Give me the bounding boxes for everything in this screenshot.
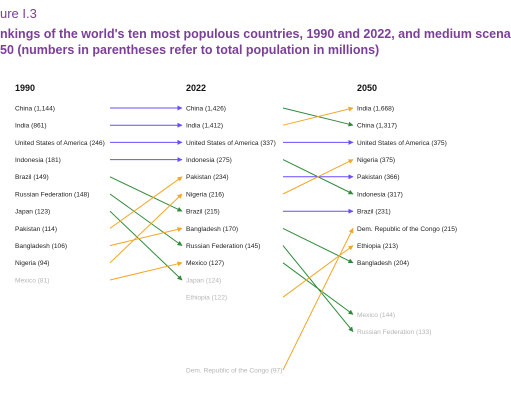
- transition-arrow-down: [282, 227, 354, 264]
- entry-2022-pakistan: Pakistan (234): [186, 174, 229, 181]
- entry-2022-india: India (1,412): [186, 123, 223, 130]
- entry-2050-pakistan: Pakistan (366): [357, 174, 400, 181]
- entry-2022-mexico: Mexico (127): [186, 260, 224, 267]
- transition-arrow-down: [109, 210, 183, 281]
- entry-2050-indonesia: Indonesia (317): [357, 191, 403, 198]
- figure-title: nkings of the world's ten most populous …: [0, 27, 511, 57]
- entry-2022-dem-republic-of-the-congo: Dem. Republic of the Congo (97): [186, 367, 282, 374]
- figure-label: ure I.3: [0, 6, 37, 21]
- entry-2022-brazil: Brazil (215): [186, 209, 220, 216]
- transition-arrow-up: [282, 245, 354, 298]
- entry-2050-russian-federation: Russian Federation (133): [357, 329, 431, 336]
- entry-2050-ethiopia: Ethiopia (213): [357, 243, 398, 250]
- transition-arrow-up: [282, 106, 354, 126]
- transition-arrow-up: [109, 176, 183, 229]
- entry-2050-dem-republic-of-the-congo: Dem. Republic of the Congo (215): [357, 226, 457, 233]
- entry-2022-russian-federation: Russian Federation (145): [186, 243, 260, 250]
- entry-1990-brazil: Brazil (149): [15, 174, 49, 181]
- entry-2050-nigeria: Nigeria (375): [357, 157, 395, 164]
- entry-1990-indonesia: Indonesia (181): [15, 157, 61, 164]
- column-header-1990: 1990: [15, 83, 35, 93]
- entry-2050-mexico: Mexico (144): [357, 312, 395, 319]
- entry-2050-china: China (1,317): [357, 123, 397, 130]
- transition-arrow-down: [109, 176, 183, 212]
- transition-arrow-up: [282, 159, 354, 195]
- entry-1990-bangladesh: Bangladesh (106): [15, 243, 67, 250]
- entry-1990-nigeria: Nigeria (94): [15, 260, 49, 267]
- entry-2022-bangladesh: Bangladesh (170): [186, 226, 238, 233]
- column-header-2050: 2050: [357, 83, 377, 93]
- entry-2050-brazil: Brazil (231): [357, 209, 391, 216]
- transition-arrow-up: [109, 193, 183, 264]
- transition-arrow-down: [282, 262, 354, 315]
- entry-2050-united-states-of-america: United States of America (375): [357, 140, 447, 147]
- entry-1990-mexico: Mexico (81): [15, 277, 49, 284]
- entry-1990-japan: Japan (123): [15, 209, 50, 216]
- entry-1990-russian-federation: Russian Federation (148): [15, 191, 89, 198]
- entry-2022-ethiopia: Ethiopia (122): [186, 295, 227, 302]
- column-header-2022: 2022: [186, 83, 206, 93]
- entry-1990-china: China (1,144): [15, 105, 55, 112]
- entry-2022-nigeria: Nigeria (216): [186, 191, 224, 198]
- entry-2022-indonesia: Indonesia (275): [186, 157, 232, 164]
- entry-1990-india: India (861): [15, 123, 47, 130]
- entry-2022-united-states-of-america: United States of America (337): [186, 140, 276, 147]
- entry-1990-pakistan: Pakistan (114): [15, 226, 57, 233]
- transition-arrow-up: [109, 227, 183, 247]
- entry-2022-china: China (1,426): [186, 105, 226, 112]
- transition-arrow-up: [282, 227, 354, 371]
- entry-2050-india: India (1,668): [357, 105, 394, 112]
- transition-arrow-up: [109, 261, 183, 281]
- entry-2022-japan: Japan (124): [186, 277, 221, 284]
- entry-2050-bangladesh: Bangladesh (204): [357, 260, 409, 267]
- entry-1990-united-states-of-america: United States of America (246): [15, 140, 105, 147]
- transition-arrow-down: [109, 193, 183, 247]
